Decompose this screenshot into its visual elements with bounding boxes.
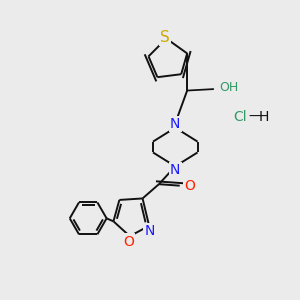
Text: Cl: Cl (233, 110, 247, 124)
Text: —: — (249, 110, 262, 124)
Text: N: N (145, 224, 155, 238)
Text: OH: OH (219, 81, 238, 94)
Text: H: H (259, 110, 269, 124)
Text: O: O (184, 179, 195, 193)
Text: N: N (170, 163, 181, 177)
Text: S: S (160, 30, 170, 45)
Text: O: O (123, 235, 134, 248)
Text: N: N (170, 117, 181, 131)
